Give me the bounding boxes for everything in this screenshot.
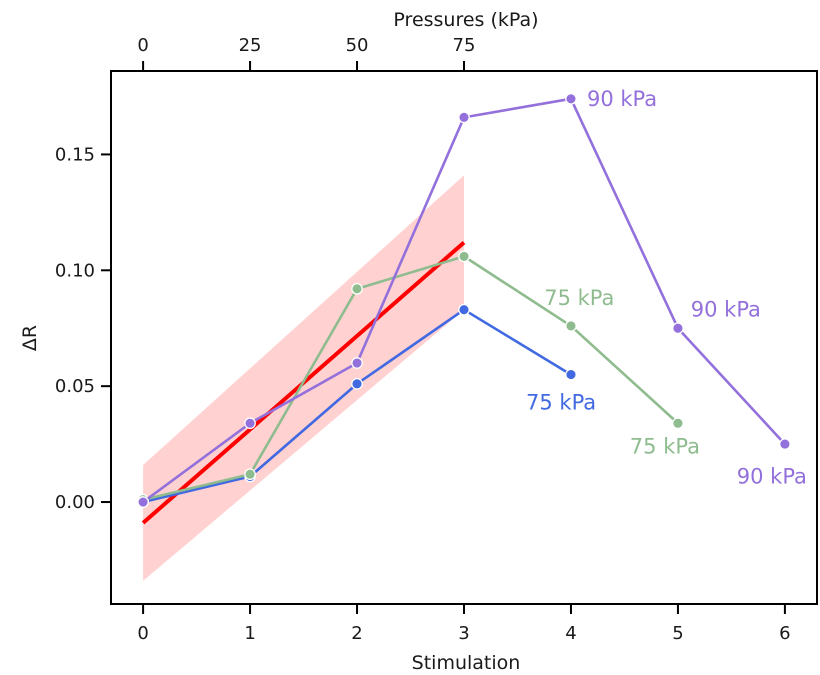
top-axis-title: Pressures (kPa)	[393, 9, 538, 31]
series-2-point-0	[137, 496, 149, 508]
x-tick-label-3: 3	[458, 623, 469, 644]
top-tick-label-1: 25	[239, 35, 262, 56]
x-tick-label-6: 6	[779, 623, 790, 644]
axis-layer: 0 1 2 3 4 5 6 0.00 0.05 0.10 0.15 0 25 50 75	[55, 35, 791, 644]
y-tick-label-3: 0.15	[55, 144, 95, 165]
series-1-point-4	[565, 320, 577, 332]
annotation-3: 75 kPa	[526, 390, 596, 414]
annotation-2: 90 kPa	[691, 298, 761, 322]
series-2-point-5	[672, 322, 684, 335]
x-tick-label-2: 2	[351, 623, 362, 644]
annotation-4: 75 kPa	[630, 434, 700, 458]
series-1-point-3	[458, 250, 470, 263]
series-0-point-3	[458, 303, 470, 316]
annotation-layer: 90 kPa 75 kPa 90 kPa 75 kPa 75 kPa 90 kPa	[526, 87, 807, 489]
series-0-point-2	[351, 377, 363, 390]
series-1-point-2	[351, 282, 363, 295]
y-axis-title: ΔR	[19, 325, 41, 351]
top-tick-label-0: 0	[137, 35, 148, 56]
y-tick-label-2: 0.10	[55, 260, 95, 281]
series-line-1	[142, 255, 679, 501]
series-2-point-6	[779, 438, 791, 450]
series-2-point-2	[351, 357, 363, 369]
series-2-point-1	[244, 417, 256, 430]
y-tick-label-1: 0.05	[55, 376, 95, 397]
x-tick-label-4: 4	[565, 623, 576, 644]
series-1-point-1	[244, 468, 256, 481]
series-2-point-4	[565, 92, 577, 105]
annotation-1: 75 kPa	[544, 286, 614, 310]
top-tick-label-3: 75	[453, 35, 476, 56]
series-1-point-5	[672, 417, 684, 430]
annotation-5: 90 kPa	[737, 465, 807, 489]
top-tick-label-2: 50	[346, 35, 369, 56]
series-2-point-3	[458, 111, 470, 124]
x-tick-label-5: 5	[672, 623, 683, 644]
x-tick-label-0: 0	[137, 623, 148, 644]
series-layer	[137, 92, 791, 508]
x-tick-label-1: 1	[244, 623, 255, 644]
annotation-0: 90 kPa	[587, 87, 657, 111]
series-0-point-4	[565, 368, 577, 381]
x-axis-title: Stimulation	[412, 652, 521, 674]
y-tick-label-0: 0.00	[55, 492, 95, 513]
